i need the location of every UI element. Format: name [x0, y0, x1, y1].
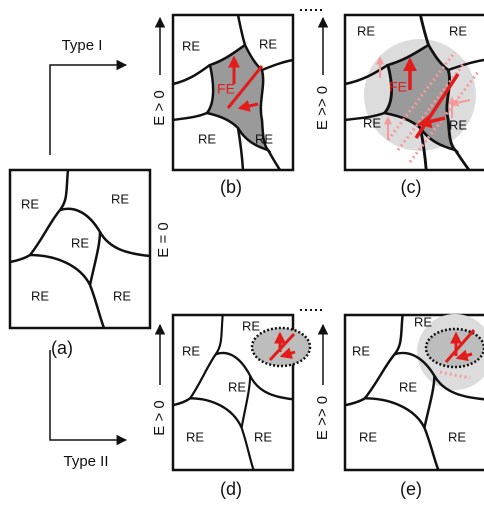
region-label: RE — [414, 314, 432, 329]
region-label: RE — [363, 115, 381, 130]
type-arrow — [50, 65, 126, 155]
region-label: RE — [21, 196, 39, 211]
type-arrow — [50, 350, 126, 440]
type-label: Type I — [62, 37, 103, 54]
panel-label: (d) — [220, 479, 242, 499]
field-label: E >> 0 — [314, 86, 331, 130]
type-label: Type II — [63, 453, 108, 470]
region-label: RE — [357, 23, 375, 38]
region-label: RE — [113, 288, 131, 303]
panel-label: (c) — [401, 177, 422, 197]
field-label: E >> 0 — [314, 396, 331, 440]
region-label: RE — [111, 191, 129, 206]
phase-label: FE — [217, 81, 235, 97]
panel-label: (a) — [51, 338, 73, 358]
region-label: RE — [359, 429, 377, 444]
region-label: RE — [228, 379, 246, 394]
region-label: RE — [182, 343, 200, 358]
panel-label: (b) — [220, 177, 242, 197]
region-label: RE — [254, 429, 272, 444]
phase-label: FE — [389, 79, 407, 95]
region-label: RE — [186, 429, 204, 444]
field-label: E > 0 — [151, 400, 168, 435]
region-label: RE — [449, 23, 467, 38]
panel-label: (e) — [400, 479, 422, 499]
region-label: RE — [31, 288, 49, 303]
region-label: RE — [198, 131, 216, 146]
region-label: RE — [255, 131, 273, 146]
region-label: RE — [259, 36, 277, 51]
region-label: RE — [448, 429, 466, 444]
region-label: RE — [352, 343, 370, 358]
region-label: RE — [182, 38, 200, 53]
field-label: E = 0 — [155, 222, 172, 257]
field-label: E > 0 — [151, 90, 168, 125]
figure: Type I Type II (a) E = 0 RE RE RE RE RE (b) E > 0 R… — [0, 0, 484, 505]
region-label: RE — [242, 318, 260, 333]
region-label: RE — [71, 235, 89, 250]
region-label: RE — [399, 379, 417, 394]
region-label: RE — [449, 117, 467, 132]
